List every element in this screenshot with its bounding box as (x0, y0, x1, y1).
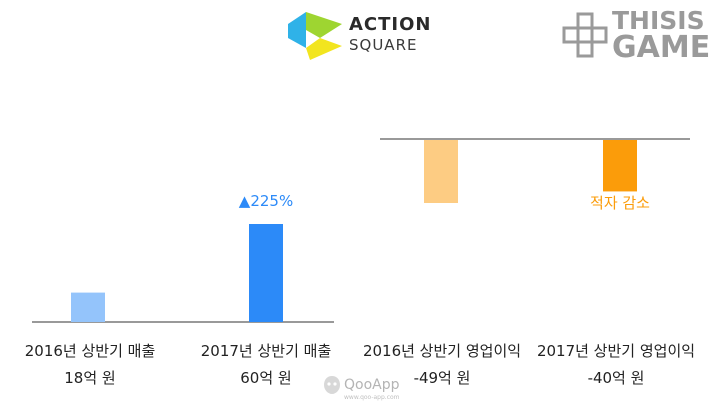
action-logo-sub: SQUARE (349, 36, 418, 54)
sales-growth-annotation: ▲225% (238, 192, 294, 210)
qooapp-watermark-icon (324, 376, 340, 394)
profit-value-label-1: -40억 원 (587, 369, 645, 387)
logo-facet-blue (288, 12, 306, 48)
sales-value-label-1: 60억 원 (240, 369, 292, 387)
qooapp-watermark-name: QooApp (344, 377, 400, 393)
profit-bar-0 (424, 140, 458, 203)
sales-bar-1 (249, 224, 283, 322)
qooapp-watermark-url: www.qoo-app.com (344, 394, 400, 401)
sales-category-label-1: 2017년 상반기 매출 (200, 342, 332, 360)
sales-bar-0 (71, 292, 105, 322)
profit-category-label-0: 2016년 상반기 영업이익 (362, 342, 522, 360)
profit-category-label-1: 2017년 상반기 영업이익 (536, 342, 696, 360)
sales-category-label-0: 2016년 상반기 매출 (24, 342, 156, 360)
profit-deficit-annotation: 적자 감소 (590, 194, 650, 212)
logo-facet-green (306, 12, 342, 38)
profit-bar-1 (603, 140, 637, 192)
logo-facet-yellow (306, 38, 342, 60)
profit-value-label-0: -49억 원 (413, 369, 471, 387)
thisisgame-logo-mark (562, 12, 608, 58)
action-logo-name: ACTION (349, 14, 432, 35)
thisisgame-logo-line1: THISIS (612, 6, 705, 35)
action-square-logo (288, 12, 342, 60)
sales-value-label-0: 18억 원 (64, 369, 116, 387)
thisisgame-logo-line2: GAME (612, 30, 711, 65)
